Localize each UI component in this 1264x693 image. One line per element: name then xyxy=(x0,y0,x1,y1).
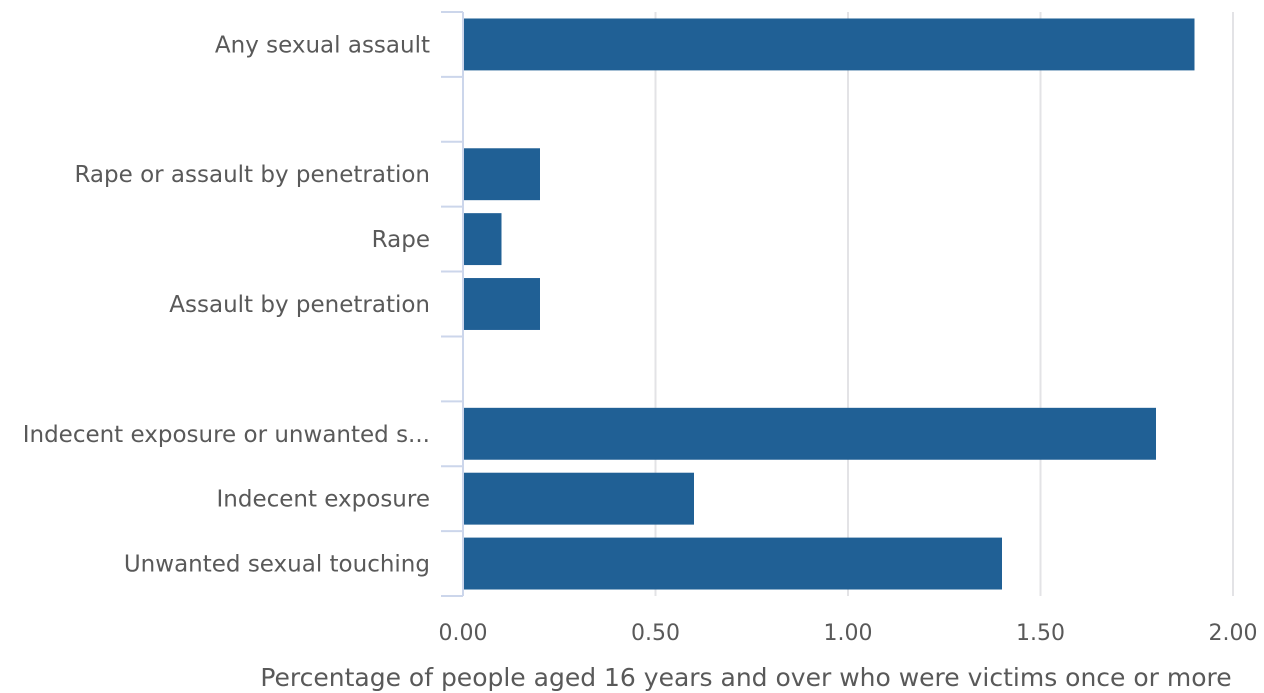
x-tick-label: 1.00 xyxy=(824,621,873,646)
x-tick-label: 0.50 xyxy=(631,621,680,646)
x-axis-title: Percentage of people aged 16 years and o… xyxy=(260,663,1231,692)
bar xyxy=(464,213,502,266)
bar xyxy=(464,472,694,525)
x-tick-label: 2.00 xyxy=(1209,621,1258,646)
bars xyxy=(464,18,1195,590)
bar xyxy=(464,18,1195,71)
bar xyxy=(464,407,1156,460)
y-axis xyxy=(441,11,464,597)
category-label: Indecent exposure or unwanted s... xyxy=(23,422,430,448)
category-label: Assault by penetration xyxy=(169,292,430,318)
bar xyxy=(464,537,1002,590)
x-tick-labels: 0.00 0.50 1.00 1.50 2.00 xyxy=(439,621,1258,646)
category-label: Indecent exposure xyxy=(216,487,430,513)
bar xyxy=(464,148,540,201)
category-label: Rape xyxy=(372,227,430,253)
x-tick-label: 0.00 xyxy=(439,621,488,646)
category-label: Any sexual assault xyxy=(215,32,430,58)
x-tick-label: 1.50 xyxy=(1016,621,1065,646)
category-label: Rape or assault by penetration xyxy=(74,162,430,188)
bar xyxy=(464,278,540,330)
category-label: Unwanted sexual touching xyxy=(124,552,430,578)
gridlines xyxy=(654,12,1234,596)
category-labels: Any sexual assault Rape or assault by pen… xyxy=(23,32,430,577)
